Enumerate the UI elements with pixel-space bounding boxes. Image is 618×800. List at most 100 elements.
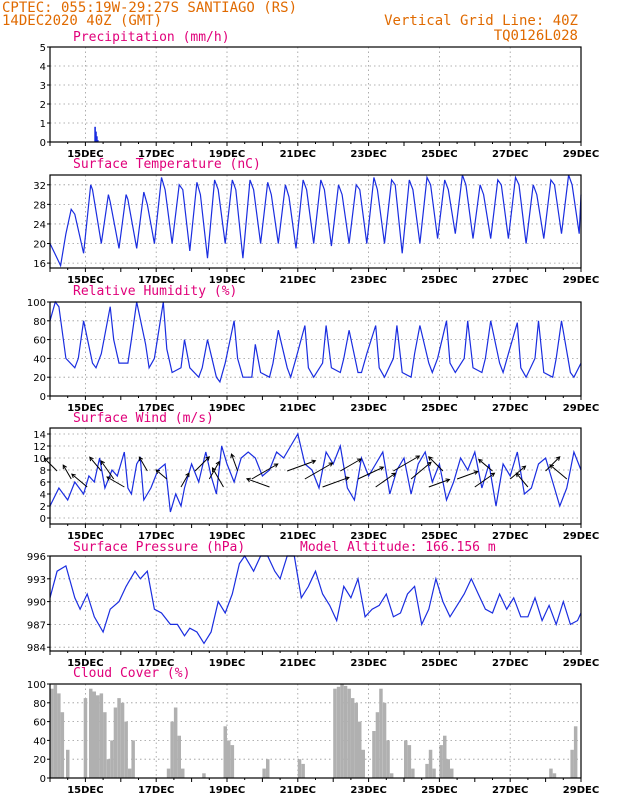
wind-arrow	[245, 477, 270, 488]
x-tick-label: 27DEC	[492, 275, 528, 286]
x-tick-label: 21DEC	[280, 149, 316, 160]
wind-arrow	[194, 456, 211, 472]
x-tick-label: 27DEC	[492, 149, 528, 160]
wind-arrow	[428, 456, 444, 472]
x-tick-label: 23DEC	[350, 275, 386, 286]
y-tick-label: 80	[33, 699, 46, 710]
bar-cloud-cover	[166, 768, 171, 778]
y-tick-label: 2	[40, 100, 46, 111]
wind-arrow	[375, 472, 397, 488]
bar-cloud-cover	[343, 685, 348, 778]
x-tick-label: 21DEC	[280, 531, 316, 542]
panel-title-cloud-cover: Cloud Cover (%)	[73, 666, 190, 681]
panel-frame	[49, 555, 582, 652]
y-tick-label: 984	[27, 643, 46, 654]
bar-precipitation	[97, 140, 99, 142]
header-location: CPTEC: 055:19W-29:27S SANTIAGO (RS)	[2, 0, 297, 16]
bar-cloud-cover	[389, 773, 394, 778]
bar-precipitation	[96, 136, 98, 142]
x-tick-label: 21DEC	[280, 785, 316, 796]
x-tick-label: 23DEC	[350, 785, 386, 796]
x-tick-label: 29DEC	[563, 658, 599, 669]
x-tick-label: 23DEC	[350, 403, 386, 414]
bar-cloud-cover	[336, 686, 341, 778]
x-tick-label: 15DEC	[67, 531, 103, 542]
wind-arrow	[393, 455, 421, 472]
bar-cloud-cover	[92, 691, 96, 778]
wind-arrow	[62, 464, 72, 480]
x-tick-label: 29DEC	[563, 275, 599, 286]
x-tick-label: 19DEC	[209, 658, 245, 669]
y-tick-label: 20	[33, 240, 46, 251]
bar-cloud-cover	[170, 721, 174, 778]
wind-arrow	[515, 472, 529, 488]
x-tick-label: 19DEC	[209, 531, 245, 542]
wind-arrow	[71, 473, 88, 488]
panel-humidity: Relative Humidity (%) 0 20 40 60 80 100 15DEC 17…	[27, 284, 599, 414]
bar-cloud-cover	[382, 702, 387, 778]
bar-cloud-cover	[266, 759, 270, 778]
x-tick-label: 27DEC	[492, 658, 528, 669]
bar-cloud-cover	[227, 740, 231, 778]
bar-cloud-cover	[50, 688, 54, 778]
wind-arrow	[138, 456, 148, 472]
y-tick-label: 8	[40, 466, 46, 477]
bar-cloud-cover	[375, 712, 380, 778]
x-tick-label: 27DEC	[492, 531, 528, 542]
x-tick-label: 15DEC	[67, 149, 103, 160]
bar-cloud-cover	[124, 721, 128, 778]
bar-cloud-cover	[350, 698, 355, 778]
x-tick-label: 19DEC	[209, 785, 245, 796]
wind-arrow	[340, 458, 362, 472]
bar-cloud-cover	[549, 768, 553, 778]
x-tick-label: 25DEC	[421, 658, 457, 669]
y-tick-label: 12	[33, 442, 46, 453]
panel-frame	[49, 301, 582, 397]
bar-cloud-cover	[439, 745, 443, 778]
x-tick-label: 29DEC	[563, 149, 599, 160]
y-tick-label: 32	[33, 181, 46, 192]
wind-arrow	[357, 466, 385, 480]
bar-cloud-cover	[202, 773, 206, 778]
bar-cloud-cover	[570, 749, 574, 778]
x-tick-label: 29DEC	[563, 785, 599, 796]
x-tick-label: 17DEC	[138, 275, 174, 286]
wind-arrow	[180, 472, 190, 488]
bar-cloud-cover	[223, 726, 227, 778]
bar-cloud-cover	[110, 740, 114, 778]
model-altitude-label: Model Altitude: 166.156 m	[300, 540, 496, 555]
x-tick-label: 19DEC	[209, 275, 245, 286]
y-tick-label: 0	[40, 138, 46, 149]
wind-arrow	[43, 457, 58, 472]
y-tick-label: 40	[33, 354, 46, 365]
wind-arrow	[251, 463, 279, 480]
x-tick-label: 17DEC	[138, 658, 174, 669]
wind-arrow	[410, 461, 432, 480]
wind-arrow	[304, 462, 334, 480]
bar-cloud-cover	[347, 688, 351, 778]
wind-arrow	[545, 456, 561, 472]
x-tick-label: 17DEC	[138, 785, 174, 796]
y-tick-label: 16	[33, 259, 46, 270]
panel-frame	[49, 46, 582, 143]
wind-arrow	[322, 476, 350, 488]
panel-frame	[49, 427, 582, 525]
y-tick-label: 28	[33, 200, 46, 211]
panel-temperature: Surface Temperature (nC) 16 20 24 28 32 15DEC 1…	[33, 157, 599, 286]
y-tick-label: 0	[40, 774, 46, 785]
x-tick-label: 15DEC	[67, 658, 103, 669]
bar-cloud-cover	[354, 702, 358, 778]
y-tick-label: 3	[40, 81, 46, 92]
series-line-wind	[49, 432, 582, 513]
panel-frame	[49, 683, 582, 779]
bar-cloud-cover	[120, 702, 125, 778]
bar-cloud-cover	[103, 712, 107, 778]
bar-cloud-cover	[450, 768, 454, 778]
y-tick-label: 4	[40, 490, 46, 501]
bar-cloud-cover	[425, 763, 429, 778]
series-line-pressure	[49, 554, 582, 645]
bar-cloud-cover	[106, 759, 111, 778]
bar-cloud-cover	[181, 768, 185, 778]
